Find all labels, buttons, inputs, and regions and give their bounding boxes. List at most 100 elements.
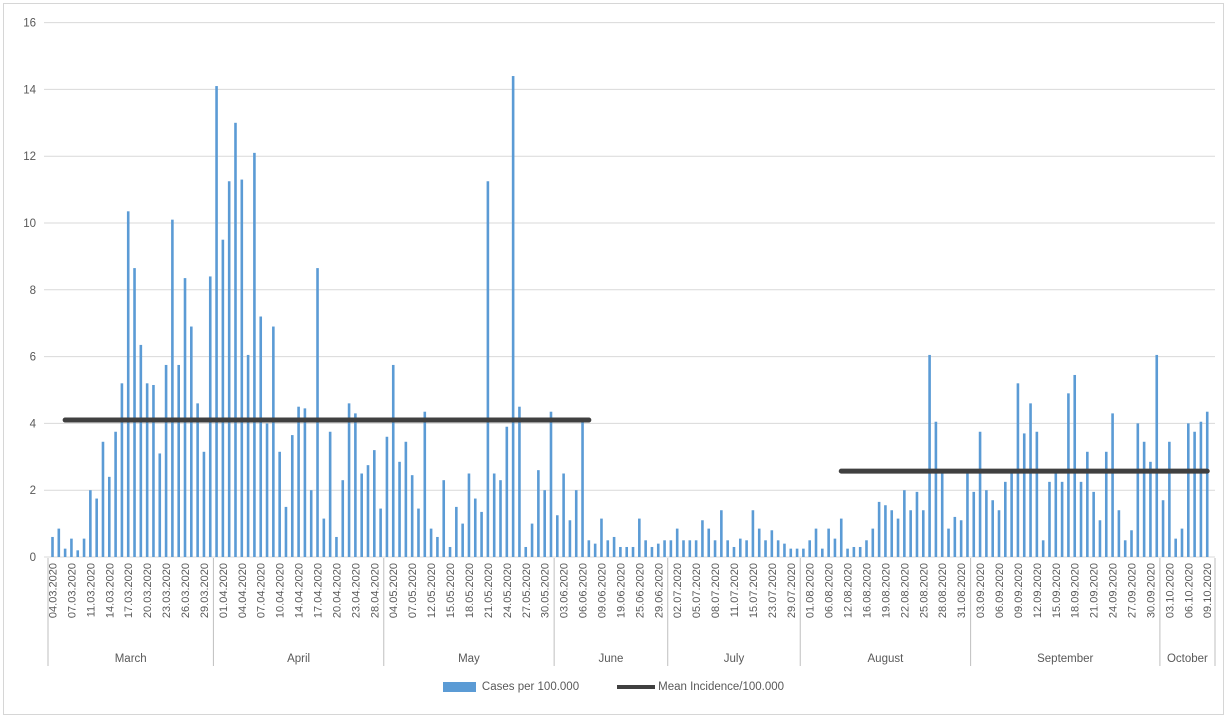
bar <box>972 491 976 557</box>
bar <box>448 546 452 557</box>
bar <box>1117 510 1121 557</box>
bar <box>1205 411 1209 557</box>
date-tick-label: 28.08.2020 <box>937 563 949 618</box>
date-tick-label: 27.09.2020 <box>1127 563 1139 618</box>
month-axis: March April May June July August September Octo… <box>47 558 1216 666</box>
bar <box>278 451 281 557</box>
date-tick-label: 06.10.2020 <box>1183 563 1195 618</box>
bar <box>259 316 263 557</box>
bar <box>757 528 761 557</box>
y-tick-label: 0 <box>30 552 36 564</box>
bar <box>947 528 950 557</box>
bar <box>51 536 54 557</box>
bar <box>896 518 900 557</box>
date-tick-label: 15.07.2020 <box>748 563 760 618</box>
bar <box>669 540 673 557</box>
line-swatch-icon <box>617 685 656 689</box>
bar <box>57 528 61 557</box>
date-tick-label: 24.05.2020 <box>502 563 514 618</box>
bar <box>76 550 80 557</box>
bar <box>833 538 837 557</box>
bar <box>770 530 774 557</box>
bar <box>1180 528 1184 557</box>
bar <box>309 490 313 557</box>
bar <box>814 528 818 557</box>
bar <box>619 546 622 557</box>
bar <box>303 408 307 557</box>
bar <box>322 518 326 557</box>
bar <box>606 540 610 557</box>
bar <box>738 538 742 557</box>
bar <box>656 543 660 557</box>
bar <box>921 510 925 557</box>
bar <box>1168 441 1171 557</box>
date-tick-label: 09.10.2020 <box>1202 563 1214 618</box>
bar <box>852 546 856 557</box>
bar <box>297 406 300 557</box>
bar <box>391 364 395 557</box>
legend-item-cases: Cases per 100.000 <box>442 681 580 693</box>
gridlines <box>44 22 1215 558</box>
bar <box>1022 433 1026 557</box>
legend-label-mean: Mean Incidence/100.000 <box>658 681 785 693</box>
date-tick-label: 03.09.2020 <box>975 563 987 618</box>
bar <box>208 276 212 557</box>
date-tick-label: 12.08.2020 <box>843 563 855 618</box>
bar <box>783 543 786 557</box>
month-label: August <box>868 653 905 665</box>
bar <box>985 490 988 557</box>
bar <box>789 548 793 557</box>
bar <box>631 546 635 557</box>
bar <box>562 473 565 557</box>
date-tick-label: 15.05.2020 <box>445 563 457 618</box>
date-tick-label: 14.03.2020 <box>104 563 116 618</box>
date-tick-label: 21.09.2020 <box>1089 563 1101 618</box>
bar <box>486 181 490 557</box>
bar <box>379 508 382 557</box>
date-tick-label: 06.06.2020 <box>578 563 590 618</box>
bar <box>549 411 553 557</box>
date-tick-label: 26.03.2020 <box>180 563 192 618</box>
bar <box>574 490 578 557</box>
date-tick-label: 19.06.2020 <box>615 563 627 618</box>
month-label: October <box>1167 653 1208 665</box>
bar <box>221 239 225 557</box>
bar <box>385 436 389 557</box>
date-tick-label: 24.09.2020 <box>1108 563 1120 618</box>
bar <box>802 548 805 557</box>
bar <box>890 510 894 557</box>
bar <box>107 476 111 557</box>
date-tick-label: 06.09.2020 <box>994 563 1006 618</box>
bar <box>290 435 294 557</box>
bar <box>713 540 717 557</box>
month-label: June <box>598 653 623 665</box>
bar <box>1092 491 1095 557</box>
date-tick-label: 29.03.2020 <box>199 563 211 618</box>
bar <box>720 510 723 557</box>
date-tick-label: 23.04.2020 <box>350 563 362 618</box>
bar <box>808 540 811 557</box>
date-tick-label: 01.08.2020 <box>805 563 817 618</box>
bar <box>1086 451 1089 557</box>
bar <box>436 536 439 557</box>
bar <box>152 384 155 557</box>
bar <box>423 411 427 557</box>
date-tick-label: 29.07.2020 <box>786 563 798 618</box>
bar <box>675 528 679 557</box>
bar <box>644 540 647 557</box>
date-tick-label: 27.05.2020 <box>521 563 533 618</box>
date-tick-label: 11.07.2020 <box>729 563 741 617</box>
chart-legend: Cases per 100.000 Mean Incidence/100.000 <box>0 676 1227 698</box>
bar <box>253 152 256 558</box>
bar <box>903 490 906 557</box>
bar <box>190 326 193 557</box>
date-tick-label: 06.08.2020 <box>824 563 836 618</box>
bar <box>909 510 912 557</box>
legend-label-cases: Cases per 100.000 <box>481 681 580 693</box>
y-tick-label: 10 <box>23 218 36 230</box>
bar <box>959 520 963 557</box>
bar <box>1104 451 1108 557</box>
bar <box>164 364 168 557</box>
bar <box>63 548 67 557</box>
bar <box>871 528 875 557</box>
